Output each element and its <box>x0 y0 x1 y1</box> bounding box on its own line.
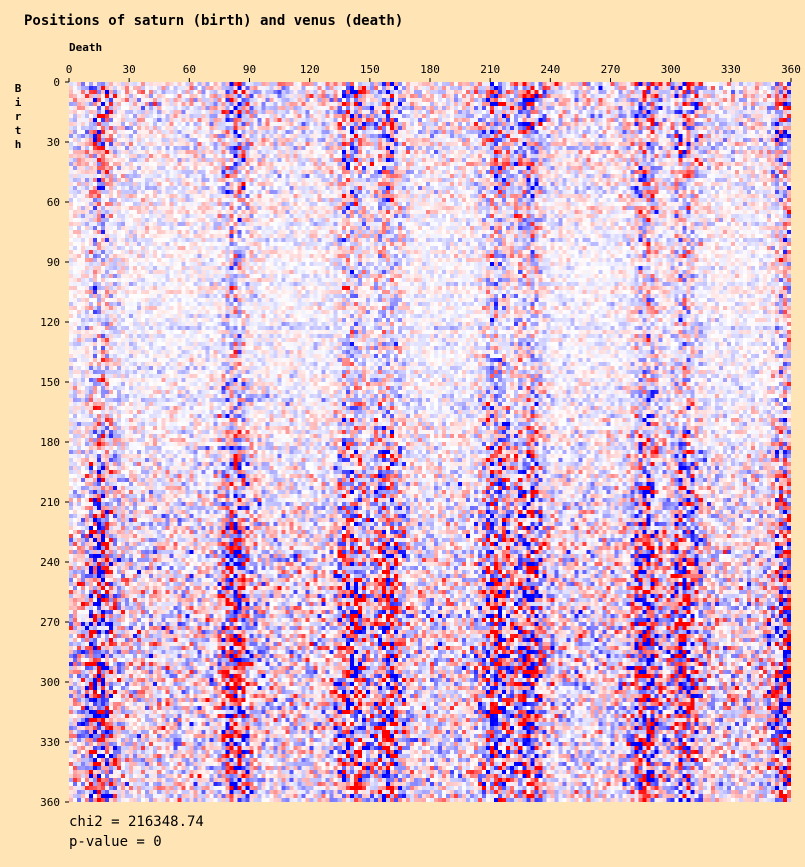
chi2-statistic: chi2 = 216348.74 <box>69 814 204 830</box>
y-tick-label: 180 <box>40 436 60 449</box>
x-tick-label: 180 <box>420 63 440 76</box>
x-tick-label: 120 <box>300 63 320 76</box>
x-tick-label: 330 <box>721 63 741 76</box>
axis-ticks: 0 30 60 90 120 150 180 210 240 270 300 330 360 0 30 60 9… <box>40 63 801 809</box>
x-tick-label: 150 <box>360 63 380 76</box>
x-tick-label: 360 <box>781 63 801 76</box>
x-tick-label: 210 <box>480 63 500 76</box>
y-tick-label: 90 <box>47 256 60 269</box>
x-tick-label: 30 <box>123 63 136 76</box>
y-tick-label: 240 <box>40 556 60 569</box>
x-tick-label: 0 <box>66 63 73 76</box>
y-tick-label: 270 <box>40 616 60 629</box>
x-tick-label: 90 <box>243 63 256 76</box>
y-axis-label: Birth <box>14 82 22 151</box>
chart-title: Positions of saturn (birth) and venus (d… <box>24 13 404 29</box>
y-tick-label: 300 <box>40 676 60 689</box>
y-tick-label: 360 <box>40 796 60 809</box>
x-tick-label: 300 <box>661 63 681 76</box>
y-tick-label: 330 <box>40 736 60 749</box>
y-tick-label: 30 <box>47 136 60 149</box>
x-tick-label: 60 <box>183 63 196 76</box>
y-tick-label: 60 <box>47 196 60 209</box>
x-axis-label: Death <box>69 41 103 54</box>
y-tick-label: 0 <box>53 76 60 89</box>
heatmap-cells <box>69 82 791 802</box>
p-value-statistic: p-value = 0 <box>69 834 162 850</box>
y-tick-label: 150 <box>40 376 60 389</box>
x-tick-label: 240 <box>540 63 560 76</box>
x-tick-label: 270 <box>601 63 621 76</box>
y-tick-label: 210 <box>40 496 60 509</box>
y-tick-label: 120 <box>40 316 60 329</box>
